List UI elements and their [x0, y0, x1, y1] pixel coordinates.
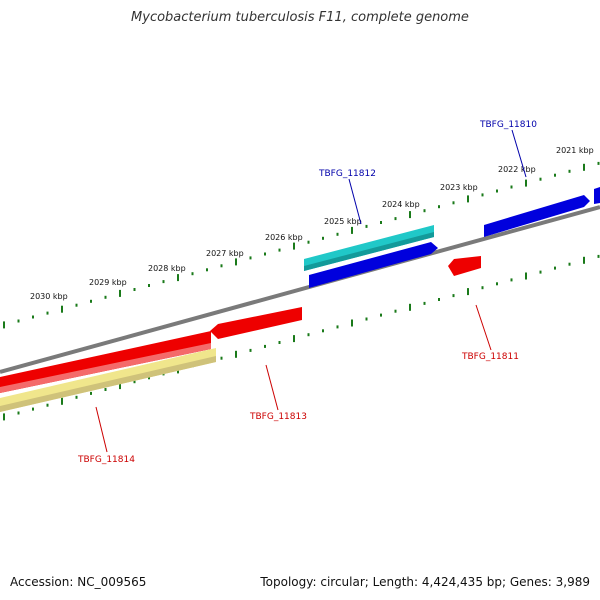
gene-label-TBFG_11810[interactable]: TBFG_11810: [479, 120, 537, 130]
kbp-label: 2021 kbp: [556, 146, 594, 155]
gene-TBFG_11814-shade: [0, 343, 211, 393]
kbp-label: 2028 kbp: [148, 264, 186, 273]
accession-text: Accession: NC_009565: [10, 575, 147, 589]
gene-label-TBFG_11813[interactable]: TBFG_11813: [249, 412, 307, 422]
kbp-label: 2023 kbp: [440, 183, 478, 192]
kbp-label: 2022 kbp: [498, 165, 536, 174]
kbp-label: 2026 kbp: [265, 233, 303, 242]
gene-forward-unlabeled-arrow[interactable]: [309, 242, 438, 288]
leader-TBFG_11811: [475, 304, 492, 351]
gene-TBFG_11812-shade: [304, 232, 434, 271]
gene-label-TBFG_11811[interactable]: TBFG_11811: [461, 352, 519, 362]
map-title: Mycobacterium tuberculosis F11, complete…: [131, 10, 469, 25]
kbp-label: 2029 kbp: [89, 278, 127, 287]
gene-TBFG_11810-arrow[interactable]: [484, 195, 590, 237]
gene-TBFG_11813-arrow[interactable]: [210, 307, 302, 339]
leader-TBFG_11810: [511, 129, 527, 178]
gene-label-TBFG_11814[interactable]: TBFG_11814: [77, 455, 135, 465]
genome-summary-text: Topology: circular; Length: 4,424,435 bp…: [260, 575, 590, 589]
outer-tick-track: [3, 161, 600, 329]
inner-tick-track: [3, 254, 600, 421]
gene-TBFG_11811-arrow[interactable]: [448, 256, 481, 276]
kbp-label: 2024 kbp: [382, 200, 420, 209]
gene-forward-edge-arrow[interactable]: [594, 187, 600, 204]
kbp-label: 2027 kbp: [206, 249, 244, 258]
pseudo-gene-band-shade: [0, 356, 216, 412]
kbp-label: 2030 kbp: [30, 292, 68, 301]
kbp-label: 2025 kbp: [324, 217, 362, 226]
leader-TBFG_11813: [265, 364, 279, 411]
leader-TBFG_11812: [348, 178, 362, 225]
leader-TBFG_11814: [95, 406, 108, 453]
gene-label-TBFG_11812[interactable]: TBFG_11812: [318, 169, 376, 179]
genome-backbone: [0, 205, 600, 374]
